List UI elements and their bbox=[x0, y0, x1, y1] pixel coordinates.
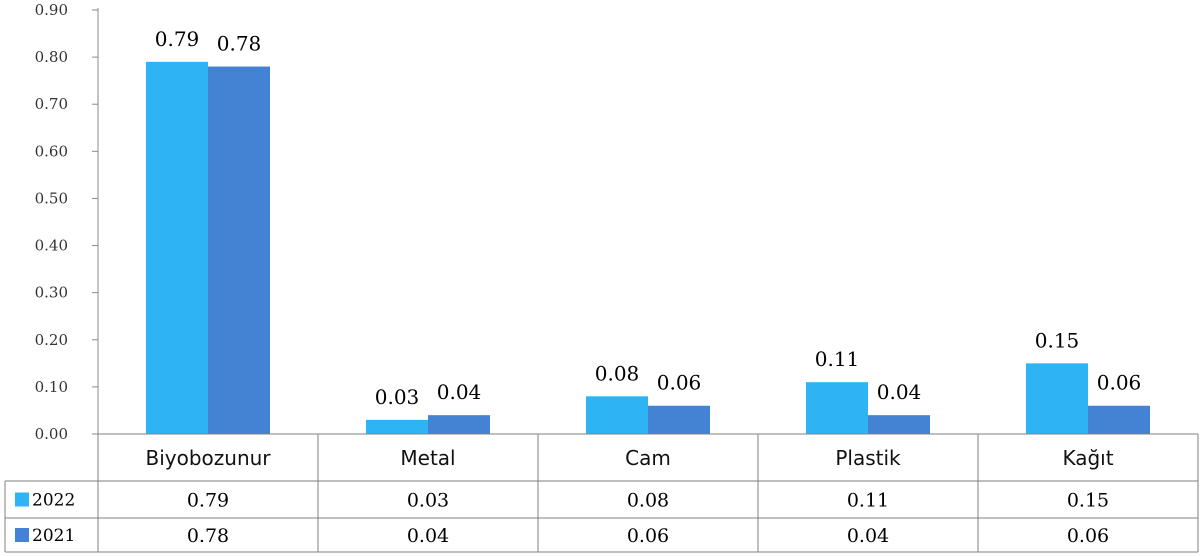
bar-2022-1 bbox=[146, 61, 208, 434]
data-label: 0.06 bbox=[657, 371, 702, 395]
y-tick-label: 0.80 bbox=[35, 48, 68, 66]
table-cell: 0.04 bbox=[847, 525, 889, 547]
table-cell: 0.15 bbox=[1067, 490, 1109, 512]
axis-layer: 0.00 0.10 0.20 0.30 0.40 0.50 0.60 0.70 0.80 0.90 bbox=[35, 1, 99, 443]
bar-2022-2 bbox=[366, 419, 428, 434]
table-cell: 0.04 bbox=[407, 525, 449, 547]
legend-label: 2021 bbox=[32, 526, 75, 546]
bar-2021-1 bbox=[208, 66, 270, 435]
data-label: 0.08 bbox=[595, 361, 640, 385]
y-tick-label: 0.20 bbox=[35, 331, 68, 349]
bar-2021-5 bbox=[1088, 405, 1150, 434]
bar-2022-3 bbox=[586, 396, 648, 434]
data-label: 0.78 bbox=[217, 32, 262, 56]
table-cell: 0.06 bbox=[627, 525, 669, 547]
category-label: Kağıt bbox=[1062, 446, 1113, 470]
legend-swatch-2022 bbox=[15, 492, 29, 507]
legend-swatch-2021 bbox=[15, 528, 29, 542]
category-label: Plastik bbox=[835, 446, 901, 470]
y-tick-label: 0.50 bbox=[35, 189, 68, 207]
category-label: Metal bbox=[400, 446, 455, 470]
table-cell: 0.08 bbox=[627, 490, 669, 512]
data-label: 0.79 bbox=[155, 27, 200, 51]
table-cell: 0.79 bbox=[187, 490, 229, 512]
bar-2021-4 bbox=[868, 415, 930, 434]
category-label: Cam bbox=[625, 446, 671, 470]
bar-2021-2 bbox=[428, 415, 490, 434]
y-tick-label: 0.90 bbox=[35, 1, 68, 19]
data-table: Biyobozunur Metal Cam Plastik Kağıt 2022 0.79 0… bbox=[4, 433, 1199, 553]
y-tick-label: 0.00 bbox=[35, 425, 68, 443]
data-label: 0.04 bbox=[437, 380, 482, 404]
bar-2022-4 bbox=[806, 382, 868, 434]
table-cell: 0.06 bbox=[1067, 525, 1109, 547]
y-tick-label: 0.60 bbox=[35, 142, 68, 160]
legend-label: 2022 bbox=[32, 491, 75, 511]
table-cell: 0.78 bbox=[187, 525, 229, 547]
data-label: 0.15 bbox=[1035, 328, 1080, 352]
data-label: 0.04 bbox=[877, 380, 922, 404]
category-label: Biyobozunur bbox=[145, 446, 271, 470]
bars-layer bbox=[146, 61, 1150, 435]
y-tick-label: 0.30 bbox=[35, 284, 68, 302]
bar-2022-5 bbox=[1026, 363, 1088, 434]
data-label: 0.06 bbox=[1097, 371, 1142, 395]
data-labels-layer: 0.79 0.78 0.03 0.04 0.08 0.06 0.11 0.04 0.15 0.06 bbox=[155, 27, 1142, 409]
table-cell: 0.03 bbox=[407, 490, 449, 512]
y-tick-label: 0.70 bbox=[35, 95, 68, 113]
y-tick-label: 0.40 bbox=[35, 237, 68, 255]
bar-2021-3 bbox=[648, 405, 710, 434]
data-label: 0.03 bbox=[375, 385, 420, 409]
table-cell: 0.11 bbox=[847, 490, 889, 512]
data-label: 0.11 bbox=[815, 347, 860, 371]
y-tick-label: 0.10 bbox=[35, 378, 68, 396]
